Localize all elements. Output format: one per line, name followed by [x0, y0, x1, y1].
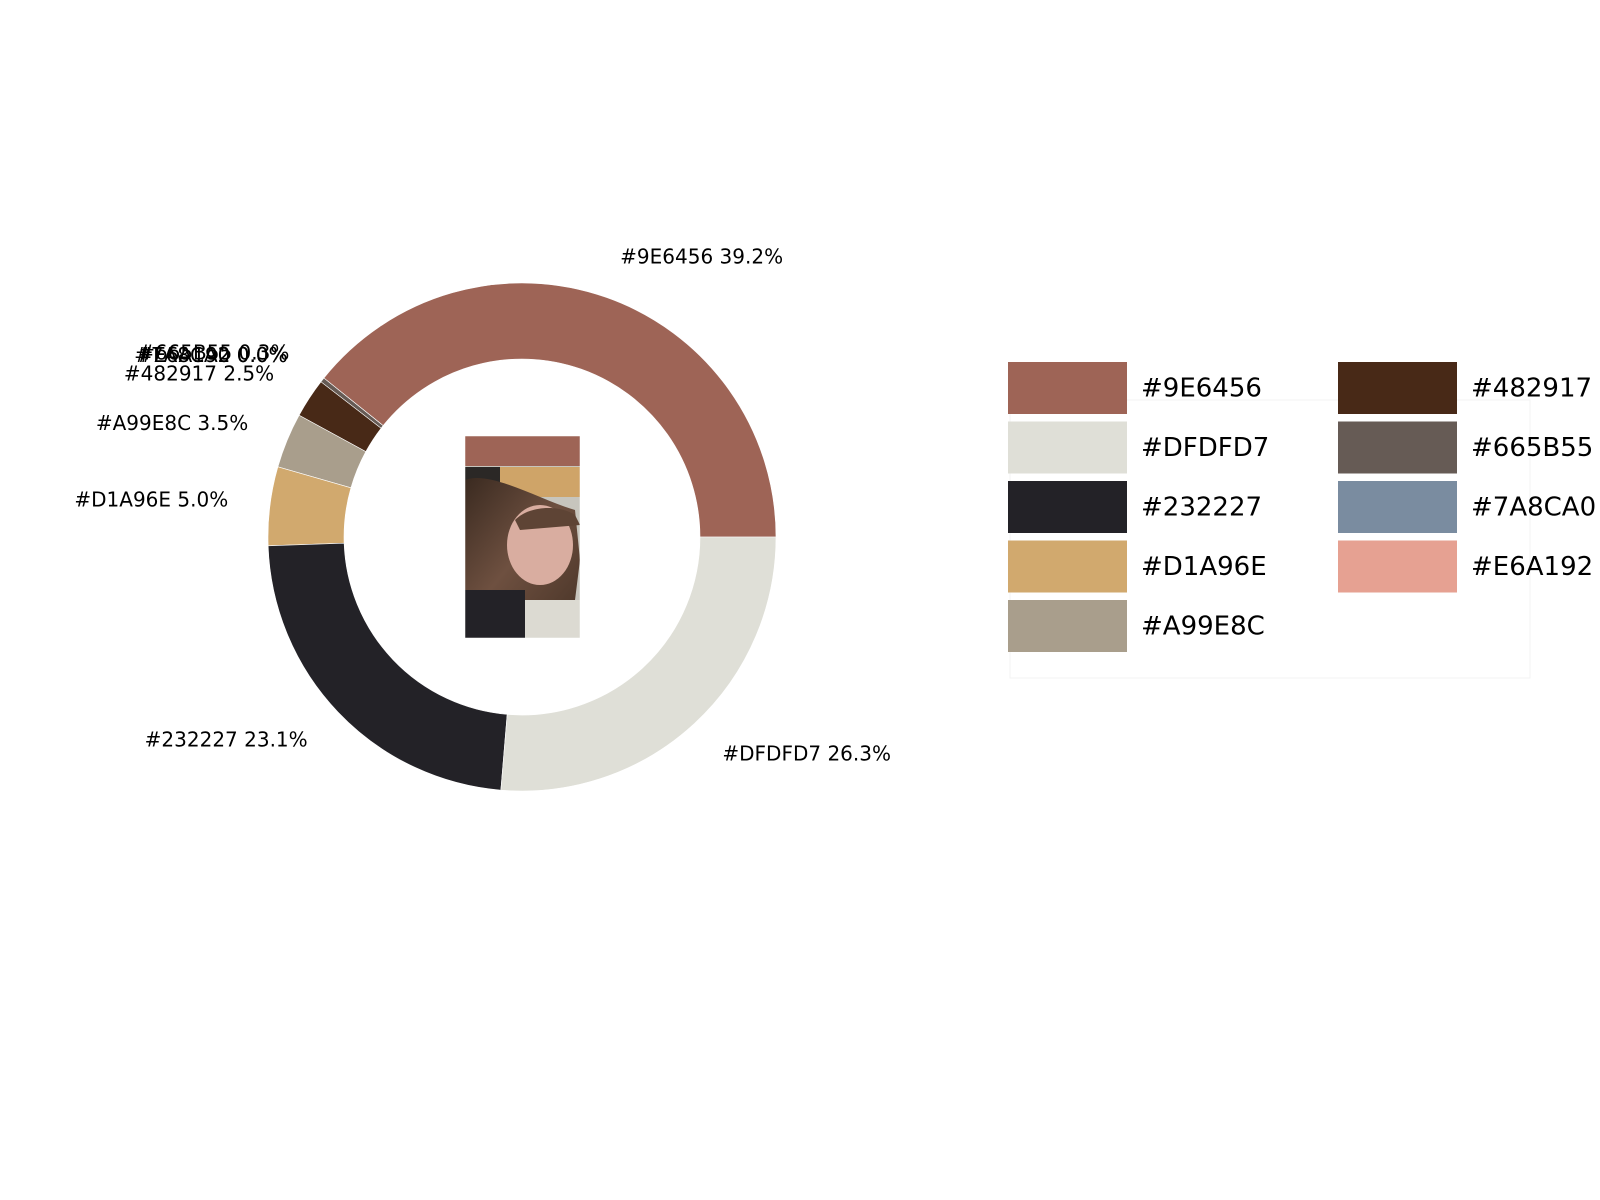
slice-232227 — [267, 542, 508, 791]
legend-label-7a8ca0: #7A8CA0 — [1471, 493, 1596, 523]
legend-label-482917: #482917 — [1471, 374, 1592, 404]
slice-labels: #9E6456 39.2% #665B55 0.3%#7A8CA0 0.0%#E6… — [74, 244, 891, 765]
center-photo — [464, 435, 581, 639]
legend-label-232227: #232227 — [1141, 493, 1262, 523]
legend-label-665b55: #665B55 — [1471, 433, 1593, 463]
legend-label-a99e8c: #A99E8C — [1141, 612, 1265, 642]
slice-label-7a8ca0: #7A8CA0 0.0% — [134, 343, 287, 367]
slice-label-a99e8c: #A99E8C 3.5% — [96, 411, 248, 435]
legend-label-d1a96e: #D1A96E — [1141, 552, 1267, 582]
slice-9e6456 — [323, 282, 777, 538]
legend-label-9e6456: #9E6456 — [1141, 374, 1262, 404]
slice-label-9e6456: #9E6456 39.2% — [620, 244, 783, 268]
donut-slices — [267, 282, 777, 792]
legend-swatch-482917 — [1338, 362, 1457, 414]
slice-label-d1a96e: #D1A96E 5.0% — [74, 487, 228, 511]
legend-swatch-dfdfd7 — [1008, 421, 1127, 474]
legend-label-dfdfd7: #DFDFD7 — [1141, 433, 1269, 463]
slice-dfdfd7 — [500, 536, 777, 792]
slice-label-e6a192: #E6A192 0.0% — [136, 343, 287, 367]
legend-swatch-232227 — [1008, 481, 1127, 533]
legend-swatch-a99e8c — [1008, 600, 1127, 652]
legend-label-e6a192: #E6A192 — [1471, 552, 1593, 582]
legend-swatch-d1a96e — [1008, 540, 1127, 593]
legend-swatch-665b55 — [1338, 421, 1457, 474]
legend-swatch-9e6456 — [1008, 362, 1127, 414]
slice-label-665b55: #665B55 0.3% — [138, 340, 289, 364]
slice-label-232227: #232227 23.1% — [145, 728, 308, 752]
legend-swatch-e6a192 — [1338, 540, 1457, 593]
legend-swatch-7a8ca0 — [1338, 481, 1457, 533]
legend: #9E6456 #DFDFD7 #232227 #D1A96E #A99E8C #4829… — [1008, 362, 1596, 679]
slice-label-dfdfd7: #DFDFD7 26.3% — [722, 741, 891, 765]
slice-label-482917: #482917 2.5% — [124, 362, 274, 386]
